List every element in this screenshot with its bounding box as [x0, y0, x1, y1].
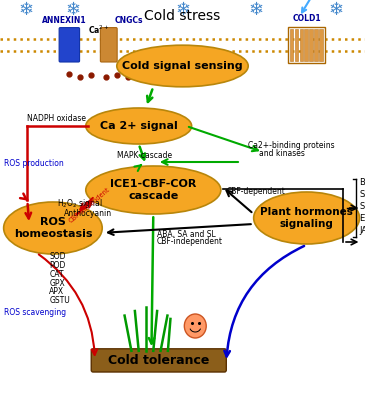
Circle shape [184, 314, 206, 338]
Text: ❄: ❄ [328, 1, 343, 19]
Text: CAT: CAT [49, 270, 64, 279]
Text: COLD1: COLD1 [292, 14, 321, 23]
Text: ❄: ❄ [65, 1, 81, 19]
Text: Anthocyanin: Anthocyanin [64, 210, 112, 218]
Text: APX: APX [49, 288, 64, 296]
Text: ❄: ❄ [18, 1, 33, 19]
Text: CBF-dependent: CBF-dependent [226, 188, 285, 196]
Ellipse shape [86, 108, 192, 144]
FancyBboxPatch shape [304, 29, 308, 61]
Ellipse shape [86, 166, 221, 214]
Ellipse shape [4, 202, 102, 254]
FancyBboxPatch shape [59, 28, 80, 62]
Text: ICE1-CBF-COR
cascade: ICE1-CBF-COR cascade [110, 179, 196, 201]
Text: MAPK cascade: MAPK cascade [117, 152, 172, 160]
Text: ROS production: ROS production [4, 159, 64, 168]
Text: Cold signal sensing: Cold signal sensing [122, 61, 243, 71]
FancyBboxPatch shape [91, 349, 226, 372]
Text: SOD: SOD [49, 252, 66, 261]
Text: ETH: ETH [360, 214, 365, 223]
Text: ANNEXIN1: ANNEXIN1 [42, 16, 87, 25]
Text: CNGCs: CNGCs [115, 16, 143, 25]
Text: GPX: GPX [49, 279, 65, 288]
Text: ROS scavenging: ROS scavenging [4, 308, 66, 317]
Text: ❄: ❄ [248, 1, 263, 19]
Text: NADPH oxidase: NADPH oxidase [27, 114, 87, 123]
Text: and kinases: and kinases [259, 150, 305, 158]
Text: Ca$^{2+}$: Ca$^{2+}$ [88, 23, 109, 36]
FancyBboxPatch shape [290, 29, 293, 61]
Text: Ca2+-binding proteins: Ca2+-binding proteins [248, 142, 335, 150]
Ellipse shape [254, 192, 360, 244]
Text: Plant hormones
signaling: Plant hormones signaling [260, 207, 353, 229]
FancyBboxPatch shape [100, 28, 117, 62]
FancyBboxPatch shape [300, 29, 303, 61]
Ellipse shape [117, 45, 248, 87]
FancyBboxPatch shape [295, 29, 298, 61]
Text: CBF-dependent: CBF-dependent [68, 186, 111, 224]
Text: POD: POD [49, 261, 66, 270]
FancyBboxPatch shape [319, 29, 323, 61]
Text: ❄: ❄ [175, 1, 190, 19]
Text: JA: JA [360, 226, 365, 235]
Text: Cold tolerance: Cold tolerance [108, 354, 210, 367]
Text: CBF-independent: CBF-independent [157, 238, 223, 246]
Text: SA: SA [360, 190, 365, 199]
Text: ABA, SA and SL: ABA, SA and SL [157, 230, 216, 239]
Text: Cold stress: Cold stress [145, 9, 220, 23]
FancyBboxPatch shape [309, 29, 313, 61]
Text: ROS
homeostasis: ROS homeostasis [14, 217, 92, 239]
Text: GSTU: GSTU [49, 296, 70, 305]
Text: BR: BR [360, 178, 365, 187]
FancyBboxPatch shape [314, 29, 318, 61]
Text: H$_2$O$_2$ signal: H$_2$O$_2$ signal [57, 197, 102, 210]
Text: SL: SL [360, 202, 365, 211]
Text: Ca 2+ signal: Ca 2+ signal [100, 121, 178, 131]
